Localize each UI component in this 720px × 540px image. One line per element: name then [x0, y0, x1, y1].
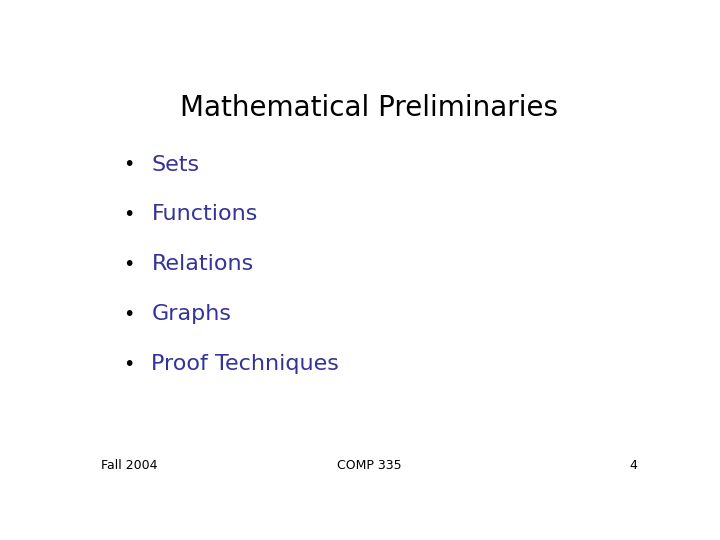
Text: Graphs: Graphs	[151, 304, 231, 325]
Text: Relations: Relations	[151, 254, 253, 274]
Text: Mathematical Preliminaries: Mathematical Preliminaries	[180, 94, 558, 122]
Text: •: •	[123, 155, 135, 174]
Text: COMP 335: COMP 335	[337, 460, 401, 472]
Text: Sets: Sets	[151, 154, 199, 174]
Text: •: •	[123, 305, 135, 324]
Text: Proof Techniques: Proof Techniques	[151, 354, 339, 374]
Text: 4: 4	[629, 460, 637, 472]
Text: Fall 2004: Fall 2004	[101, 460, 158, 472]
Text: Functions: Functions	[151, 205, 258, 225]
Text: •: •	[123, 205, 135, 224]
Text: •: •	[123, 255, 135, 274]
Text: •: •	[123, 355, 135, 374]
